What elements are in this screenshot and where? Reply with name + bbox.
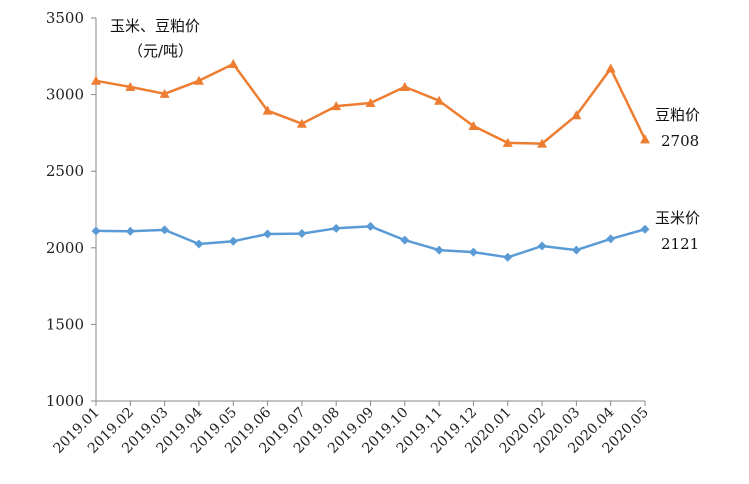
- data-point: [193, 75, 204, 85]
- data-point: [160, 225, 170, 235]
- data-point: [606, 234, 616, 244]
- chart-title: 玉米、豆粕价: [110, 17, 200, 35]
- data-point: [571, 245, 581, 255]
- data-point: [297, 229, 307, 239]
- data-point: [159, 88, 170, 98]
- series-line: [95, 225, 646, 259]
- data-point: [399, 81, 410, 91]
- series-layer: [91, 58, 650, 262]
- data-point: [537, 138, 548, 148]
- data-point: [468, 121, 479, 131]
- y-tick-label: 1000: [46, 392, 84, 410]
- data-point: [228, 58, 239, 68]
- data-point: [263, 229, 273, 239]
- data-point: [91, 226, 101, 236]
- data-point: [502, 137, 513, 147]
- data-point: [194, 239, 204, 249]
- data-point: [125, 81, 136, 91]
- data-point: [571, 110, 582, 120]
- data-point: [537, 241, 547, 251]
- data-point: [331, 101, 342, 111]
- series-label-corn: 玉米价: [655, 209, 700, 227]
- data-point: [296, 118, 307, 128]
- y-tick-label: 2000: [46, 239, 84, 257]
- data-point: [605, 63, 616, 73]
- y-tick-label: 3000: [46, 86, 84, 104]
- axes: 1000150020002500300035002019.012019.0220…: [46, 9, 652, 457]
- series-label-soymeal: 豆粕价: [655, 106, 700, 124]
- y-tick-label: 3500: [46, 9, 84, 27]
- chart-unit: （元/吨）: [128, 42, 193, 60]
- series-soymeal: [91, 58, 650, 148]
- data-point: [503, 252, 513, 262]
- data-point: [262, 105, 273, 115]
- data-point: [434, 245, 444, 255]
- data-point: [331, 223, 341, 233]
- data-point: [468, 247, 478, 257]
- series-end-value-corn: 2121: [661, 235, 699, 253]
- labels-layer: 玉米、豆粕价 （元/吨） 豆粕价 2708 玉米价 2121: [110, 17, 700, 253]
- data-point: [365, 98, 376, 108]
- series-end-value-soymeal: 2708: [661, 132, 699, 150]
- data-point: [640, 134, 650, 144]
- data-point: [400, 235, 410, 245]
- data-point: [91, 75, 101, 85]
- series-corn: [91, 221, 650, 262]
- data-point: [228, 236, 238, 246]
- data-point: [125, 226, 135, 236]
- data-point: [434, 95, 445, 105]
- data-point: [640, 224, 650, 234]
- data-point: [366, 221, 375, 231]
- y-tick-label: 2500: [46, 162, 84, 180]
- y-tick-label: 1500: [46, 315, 84, 333]
